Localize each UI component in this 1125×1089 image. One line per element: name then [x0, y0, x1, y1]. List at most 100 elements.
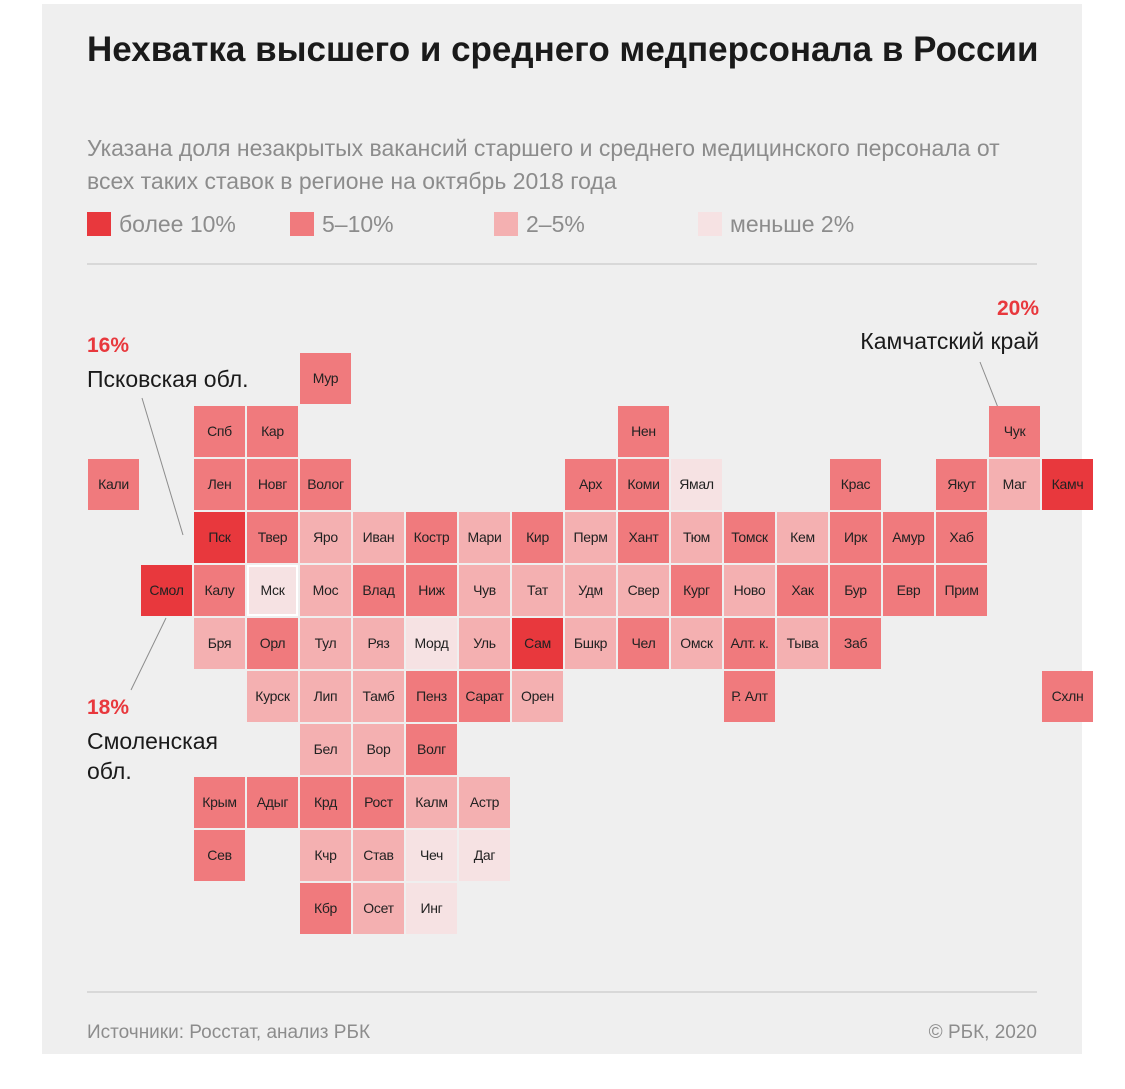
region-tile: Хак [777, 565, 828, 616]
region-tile: Пск [194, 512, 245, 563]
region-tile: Маг [989, 459, 1040, 510]
region-tile: Коми [618, 459, 669, 510]
legend-item-over10: более 10% [87, 210, 236, 238]
region-tile: Бшкр [565, 618, 616, 669]
region-tile: Перм [565, 512, 616, 563]
region-tile: Чув [459, 565, 510, 616]
region-tile: Крас [830, 459, 881, 510]
region-tile: Прим [936, 565, 987, 616]
annotation-smolensk-pct: 18% [87, 696, 130, 719]
region-tile: Кчр [300, 830, 351, 881]
region-tile: Тул [300, 618, 351, 669]
region-tile: Даг [459, 830, 510, 881]
region-tile: Бря [194, 618, 245, 669]
legend-label-under2: меньше 2% [730, 210, 855, 237]
region-tile: Амур [883, 512, 934, 563]
footer-copyright: © РБК, 2020 [928, 1022, 1037, 1043]
region-tile: Мос [300, 565, 351, 616]
region-tile: Рост [353, 777, 404, 828]
legend-swatch-over10 [87, 212, 111, 236]
region-tile: Заб [830, 618, 881, 669]
region-tile: Сев [194, 830, 245, 881]
legend-item-under2: меньше 2% [698, 210, 854, 238]
legend-item-5to10: 5–10% [290, 210, 394, 238]
page-title: Нехватка высшего и среднего медперсонала… [87, 30, 1039, 69]
region-tile: Нен [618, 406, 669, 457]
region-tile: Р. Алт [724, 671, 775, 722]
region-tile: Сарат [459, 671, 510, 722]
region-tile: Хаб [936, 512, 987, 563]
legend-item-2to5: 2–5% [494, 210, 585, 238]
region-tile: Евр [883, 565, 934, 616]
region-tile: Бел [300, 724, 351, 775]
region-tile: Тат [512, 565, 563, 616]
region-tile: Удм [565, 565, 616, 616]
region-tile: Кар [247, 406, 298, 457]
region-tile: Лип [300, 671, 351, 722]
bottom-divider [87, 991, 1037, 993]
region-tile: Схлн [1042, 671, 1093, 722]
legend-swatch-5to10 [290, 212, 314, 236]
region-tile: Томск [724, 512, 775, 563]
region-tile: Омск [671, 618, 722, 669]
region-tile: Кбр [300, 883, 351, 934]
subtitle: Указана доля незакрытых вакансий старшег… [87, 135, 1000, 194]
region-tile: Кир [512, 512, 563, 563]
region-tile: Сам [512, 618, 563, 669]
region-tile: Новг [247, 459, 298, 510]
legend-label-5to10: 5–10% [322, 210, 394, 237]
top-divider [87, 263, 1037, 265]
annotation-pskov-name: Псковская обл. [87, 366, 249, 392]
region-tile: Мск [247, 565, 298, 616]
region-tile: Вор [353, 724, 404, 775]
region-tile: Став [353, 830, 404, 881]
region-tile: Смол [141, 565, 192, 616]
region-tile: Астр [459, 777, 510, 828]
legend-label-over10: более 10% [119, 210, 236, 237]
region-tile: Тюм [671, 512, 722, 563]
region-tile: Волог [300, 459, 351, 510]
region-tile: Костр [406, 512, 457, 563]
region-tile: Арх [565, 459, 616, 510]
region-tile: Лен [194, 459, 245, 510]
region-tile: Кем [777, 512, 828, 563]
region-tile: Яро [300, 512, 351, 563]
region-tile: Свер [618, 565, 669, 616]
region-tile: Осет [353, 883, 404, 934]
region-tile: Спб [194, 406, 245, 457]
region-tile: Ряз [353, 618, 404, 669]
region-tile: Инг [406, 883, 457, 934]
legend-label-2to5: 2–5% [526, 210, 585, 237]
region-tile: Влад [353, 565, 404, 616]
region-tile: Крд [300, 777, 351, 828]
region-tile: Орен [512, 671, 563, 722]
region-tile: Иван [353, 512, 404, 563]
region-tile: Ирк [830, 512, 881, 563]
region-tile: Якут [936, 459, 987, 510]
region-tile: Твер [247, 512, 298, 563]
legend-swatch-2to5 [494, 212, 518, 236]
region-tile: Калм [406, 777, 457, 828]
region-tile: Пенз [406, 671, 457, 722]
annotation-kamchatka-name: Камчатский край [860, 328, 1039, 354]
annotation-pskov-pct: 16% [87, 334, 130, 357]
region-tile: Мари [459, 512, 510, 563]
region-tile: Чеч [406, 830, 457, 881]
region-tile: Волг [406, 724, 457, 775]
footer-source: Источники: Росстат, анализ РБК [87, 1022, 371, 1043]
region-tile: Ямал [671, 459, 722, 510]
region-tile: Мур [300, 353, 351, 404]
region-tile: Калу [194, 565, 245, 616]
region-tile: Кали [88, 459, 139, 510]
region-tile: Уль [459, 618, 510, 669]
region-tile: Кург [671, 565, 722, 616]
region-tile: Крым [194, 777, 245, 828]
region-tile: Ново [724, 565, 775, 616]
region-tile: Морд [406, 618, 457, 669]
region-tile: Бур [830, 565, 881, 616]
annotation-kamchatka-pct: 20% [996, 297, 1039, 320]
region-tile: Орл [247, 618, 298, 669]
region-tile: Чук [989, 406, 1040, 457]
region-tile: Камч [1042, 459, 1093, 510]
region-tile: Тыва [777, 618, 828, 669]
